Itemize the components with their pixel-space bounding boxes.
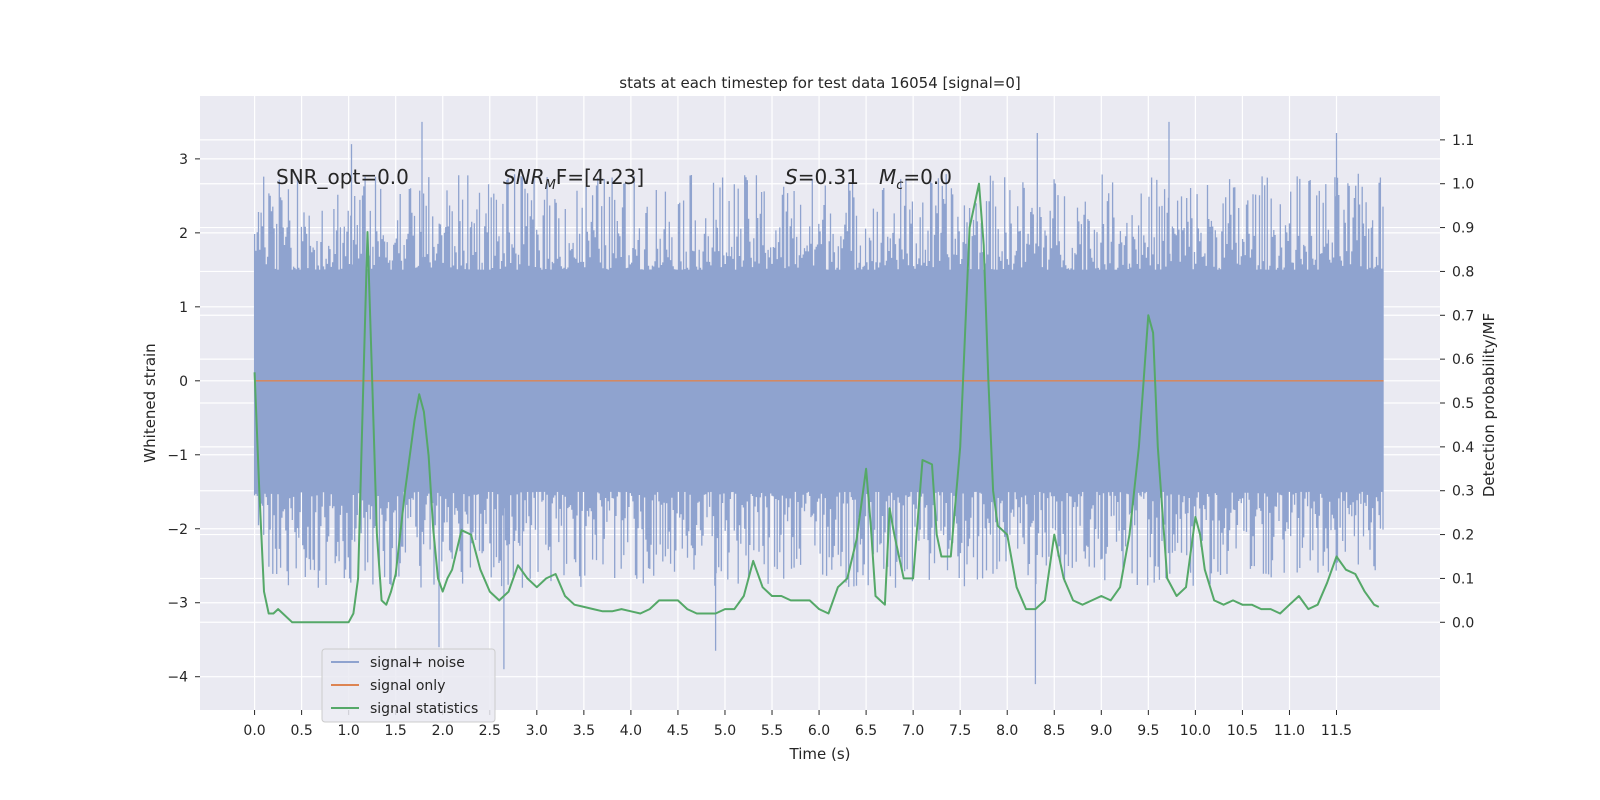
x-tick-label: 4.0 [620, 723, 642, 739]
x-tick-label: 7.0 [902, 723, 924, 739]
x-tick-label: 8.5 [1043, 723, 1065, 739]
y2-tick-label: 0.7 [1452, 308, 1474, 324]
x-tick-label: 6.0 [808, 723, 830, 739]
legend-label-signal-only: signal only [370, 678, 445, 694]
y-tick-label: −1 [167, 448, 188, 464]
x-tick-label: 0.5 [290, 723, 312, 739]
y-tick-label: 0 [179, 374, 188, 390]
legend-label-signal-noise: signal+ noise [370, 655, 465, 671]
annotation-snr-mf-main: SNR [503, 165, 545, 189]
signal-statistics-line [253, 182, 1380, 624]
annotation-s-main: S [785, 165, 798, 189]
x-tick-label: 11.0 [1274, 723, 1305, 739]
x-tick-label: 9.0 [1090, 723, 1112, 739]
x-tick-label: 2.5 [479, 723, 501, 739]
y2-tick-label: 1.0 [1452, 177, 1474, 193]
x-tick-label: 10.5 [1227, 723, 1258, 739]
y2-tick-label: 1.1 [1452, 133, 1474, 149]
y2-tick-label: 0.5 [1452, 396, 1474, 412]
legend: signal+ noise signal only signal statist… [321, 648, 496, 723]
annotation-s-rest: =0.31 [798, 165, 859, 189]
x-tick-label: 8.0 [996, 723, 1018, 739]
x-axis-label: Time (s) [789, 745, 851, 763]
y-tick-label: 1 [179, 300, 188, 316]
x-tick-label: 9.5 [1137, 723, 1159, 739]
x-tick-label: 10.0 [1180, 723, 1211, 739]
annotation-mc-sub: c [896, 178, 903, 193]
x-tick-label: 11.5 [1321, 723, 1352, 739]
y2-tick-label: 0.0 [1452, 615, 1474, 631]
x-tick-label: 0.0 [243, 723, 265, 739]
y-tick-label: 3 [179, 152, 188, 168]
y2-tick-label: 0.3 [1452, 484, 1474, 500]
tick-labels: 0.0 0.5 1.0 1.5 2.0 2.5 3.0 3.5 4.0 4.5 5.0 5.5 6.0 6… [167, 133, 1474, 739]
y-axis-label: Whitened strain [141, 343, 159, 462]
x-tick-label: 5.5 [761, 723, 783, 739]
x-tick-label: 4.5 [667, 723, 689, 739]
y2-tick-label: 0.8 [1452, 264, 1474, 280]
x-tick-label: 7.5 [949, 723, 971, 739]
x-tick-label: 6.5 [855, 723, 877, 739]
x-tick-label: 1.5 [385, 723, 407, 739]
y-tick-label: −3 [167, 596, 188, 612]
legend-box [321, 648, 496, 723]
chart-title: stats at each timestep for test data 160… [619, 74, 1020, 92]
annotation-s: S=0.31 [785, 165, 859, 189]
annotation-mc-rest: =0.0 [903, 165, 952, 189]
y2-tick-label: 0.1 [1452, 571, 1474, 587]
y-tick-label: 2 [179, 226, 188, 242]
annotation-snr-mf-rest: F=[4.23] [556, 165, 644, 189]
annotation-snr-mf-sub: M [545, 178, 556, 193]
y-tick-label: −4 [167, 670, 188, 686]
y2-tick-label: 0.9 [1452, 221, 1474, 237]
x-tick-label: 5.0 [714, 723, 736, 739]
annotation-mc: Mc=0.0 [879, 165, 952, 193]
annotation-snr-mf: SNRMF=[4.23] [503, 165, 644, 193]
y2-tick-label: 0.2 [1452, 528, 1474, 544]
series-signal-statistics [253, 182, 1380, 624]
x-tick-label: 1.0 [338, 723, 360, 739]
x-tick-label: 2.0 [432, 723, 454, 739]
x-tick-label: 3.5 [573, 723, 595, 739]
x-tick-label: 3.0 [526, 723, 548, 739]
y2-tick-label: 0.6 [1452, 352, 1474, 368]
annotation-snr-opt: SNR_opt=0.0 [276, 165, 409, 189]
annotation-mc-main: M [879, 165, 896, 189]
y2-axis-label: Detection probability/MF [1480, 313, 1498, 497]
legend-label-signal-statistics: signal statistics [370, 701, 478, 717]
y2-tick-label: 0.4 [1452, 440, 1474, 456]
y-tick-label: −2 [167, 522, 188, 538]
